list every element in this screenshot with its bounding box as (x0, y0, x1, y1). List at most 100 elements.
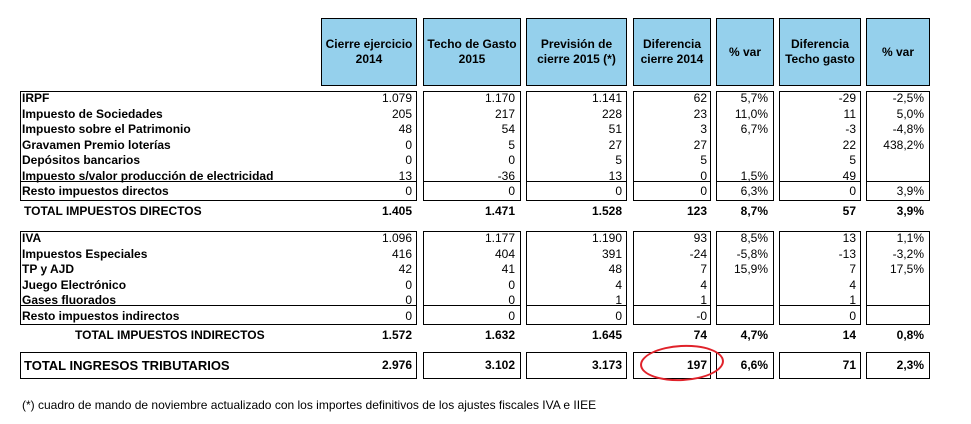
table-row: Gases fluorados 0 0 1 1 1 (0, 293, 971, 309)
cell-col-2: 0 (508, 277, 515, 292)
cell-col-2: 1.632 (484, 328, 515, 342)
cell-col-3: 3.173 (591, 358, 622, 372)
direct-block-col-0 (20, 91, 417, 201)
table-row: IRPF 1.079 1.170 1.141 62 5,7% -29 -2,5% (0, 91, 971, 107)
indirect-block-col-0 (20, 231, 417, 325)
header-prevision-2015: Previsión de cierre 2015 (*) (526, 18, 627, 86)
direct-block-total-divider (866, 181, 930, 182)
indirect-block-col-3 (633, 231, 711, 325)
cell-col-2: 0 (508, 184, 515, 198)
cell-col-3: 1.645 (591, 328, 622, 342)
table-row: IVA 1.096 1.177 1.190 93 8,5% 13 1,1% (0, 231, 971, 247)
cell-col-5: 15,9% (733, 262, 768, 276)
cell-col-1: 416 (391, 246, 412, 261)
direct-block-col-4 (716, 91, 774, 201)
cell-col-3: 0 (615, 184, 622, 198)
row-label: TOTAL IMPUESTOS DIRECTOS (24, 204, 202, 218)
grand-total-block-col-2 (526, 352, 627, 379)
indirect-block-col-5 (779, 231, 861, 325)
cell-col-6: 7 (849, 262, 856, 276)
cell-col-4: 7 (700, 262, 707, 276)
direct-block-col-5 (779, 91, 861, 201)
cell-col-3: 0 (615, 308, 622, 323)
cell-col-1: 2.976 (381, 358, 412, 372)
cell-col-4: 0 (700, 168, 707, 183)
row-label: Impuesto s/valor producción de electrici… (22, 168, 274, 183)
cell-col-6: 0 (849, 184, 856, 198)
table-row: TP y AJD 42 41 48 7 15,9% 7 17,5% (0, 262, 971, 278)
cell-col-7: 3,9% (896, 184, 924, 198)
cell-col-7: -3,2% (892, 246, 924, 261)
table-row: Impuesto de Sociedades 205 217 228 23 11,0% 11… (0, 107, 971, 123)
cell-col-7: -4,8% (892, 122, 924, 136)
grand-total-block-col-4 (716, 352, 774, 379)
cell-col-4: -0 (696, 308, 707, 323)
cell-col-2: 404 (494, 246, 515, 261)
cell-col-1: 0 (405, 308, 412, 323)
cell-col-2: 3.102 (484, 358, 515, 372)
cell-col-1: 1.572 (381, 328, 412, 342)
cell-col-3: 1.528 (591, 204, 622, 218)
total-row: TOTAL IMPUESTOS INDIRECTOS 1.572 1.632 1.64… (0, 328, 971, 344)
footnote: (*) cuadro de mando de noviembre actuali… (22, 398, 597, 412)
indirect-block-col-4 (716, 231, 774, 325)
cell-col-4: 62 (693, 91, 707, 105)
cell-col-1: 1.079 (381, 91, 412, 105)
table-row: Impuestos Especiales 416 404 391 -24 -5,8% -13… (0, 247, 971, 263)
cell-col-2: -36 (497, 168, 515, 183)
cell-col-5: -5,8% (736, 246, 768, 261)
cell-col-3: 1.141 (591, 91, 622, 105)
header-var-2: % var (866, 18, 930, 86)
grand-total-block-col-5 (779, 352, 861, 379)
cell-col-1: 1.405 (381, 204, 412, 218)
direct-block-col-2 (526, 91, 627, 201)
cell-col-3: 48 (608, 262, 622, 276)
cell-col-2: 1.170 (484, 91, 515, 105)
cell-col-6: 13 (842, 231, 856, 245)
cell-col-1: 13 (398, 168, 412, 183)
indirect-block-total-divider (423, 305, 521, 306)
header-diferencia-cierre-2014: Diferencia cierre 2014 (633, 18, 711, 86)
direct-block-total-divider (526, 181, 627, 182)
row-label: TOTAL IMPUESTOS INDIRECTOS (75, 328, 265, 342)
indirect-block-total-divider (20, 305, 417, 306)
cell-col-4: 1 (700, 293, 707, 307)
header-techo-gasto-2015: Techo de Gasto 2015 (423, 18, 521, 86)
cell-col-7: 3,9% (896, 204, 924, 218)
cell-col-4: 23 (693, 106, 707, 121)
total-row: TOTAL IMPUESTOS DIRECTOS 1.405 1.471 1.528 1… (0, 204, 971, 220)
row-label: Impuestos Especiales (22, 246, 148, 261)
cell-col-1: 0 (405, 153, 412, 167)
direct-block-total-divider (779, 181, 861, 182)
cell-col-1: 1.096 (381, 231, 412, 245)
cell-col-2: 54 (501, 122, 515, 136)
cell-col-6: 0 (849, 308, 856, 323)
cell-col-5: 4,7% (740, 328, 768, 342)
indirect-block-total-divider (716, 305, 774, 306)
cell-col-1: 0 (405, 293, 412, 307)
cell-col-7: 5,0% (896, 106, 924, 121)
row-label: Impuesto de Sociedades (22, 106, 163, 121)
cell-col-2: 5 (508, 137, 515, 152)
cell-col-4: 4 (700, 277, 707, 292)
grand-total-block-col-6 (866, 352, 930, 379)
row-label: IVA (22, 231, 42, 245)
header-var-1: % var (716, 18, 774, 86)
cell-col-1: 42 (398, 262, 412, 276)
cell-col-1: 48 (398, 122, 412, 136)
row-label: Impuesto sobre el Patrimonio (22, 122, 191, 136)
cell-col-2: 0 (508, 153, 515, 167)
cell-col-6: -29 (838, 91, 856, 105)
table-row: Gravamen Premio loterías 0 5 27 27 22 438,2% (0, 138, 971, 154)
cell-col-2: 0 (508, 293, 515, 307)
cell-col-2: 41 (501, 262, 515, 276)
row-label: Gases fluorados (22, 293, 117, 307)
table-row: Impuesto s/valor producción de electrici… (0, 169, 971, 185)
row-label: Gravamen Premio loterías (22, 137, 171, 152)
highlight-circle (639, 342, 725, 384)
cell-col-2: 1.471 (484, 204, 515, 218)
cell-col-3: 27 (608, 137, 622, 152)
row-label: TP y AJD (22, 262, 75, 276)
direct-block-total-divider (423, 181, 521, 182)
cell-col-4: 197 (686, 358, 707, 372)
